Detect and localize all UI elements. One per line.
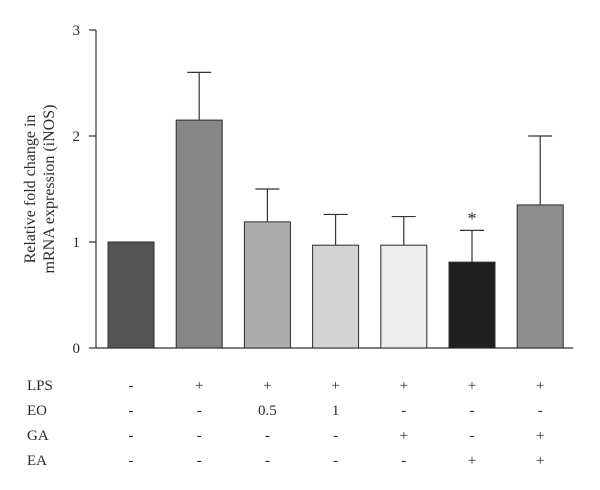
treatment-cell: - <box>197 403 202 419</box>
bar <box>107 241 155 349</box>
y-axis-title: Relative fold change in mRNA expression (… <box>22 105 58 274</box>
significance-marker: * <box>468 208 477 228</box>
y-axis-title-line: Relative fold change in <box>22 115 39 264</box>
treatment-cell: - <box>129 428 134 444</box>
treatment-row-label: LPS <box>27 378 53 394</box>
treatment-cell: + <box>400 428 408 444</box>
treatment-table: LPS - + + + + + + EO - - 0.5 1 - - - GA - - - - + - + EA - - - - - + + <box>27 378 544 469</box>
treatment-cell: - <box>333 428 338 444</box>
y-tick-label: 2 <box>73 129 81 145</box>
treatment-row-label: EA <box>27 453 47 469</box>
y-tick-label: 0 <box>73 341 81 357</box>
treatment-cell: - <box>538 403 543 419</box>
treatment-cell: 0.5 <box>258 403 277 419</box>
treatment-cell: - <box>470 428 475 444</box>
treatment-cell: + <box>468 453 476 469</box>
treatment-cell: - <box>470 403 475 419</box>
treatment-cell: + <box>331 378 339 394</box>
treatment-cell: + <box>536 428 544 444</box>
treatment-cell: + <box>468 378 476 394</box>
treatment-cell: - <box>129 453 134 469</box>
treatment-cell: + <box>400 378 408 394</box>
bar <box>175 119 223 349</box>
bar <box>448 261 496 349</box>
treatment-row-label: EO <box>27 403 47 419</box>
treatment-cell: + <box>536 378 544 394</box>
treatment-cell: - <box>333 453 338 469</box>
y-axis-title-line: mRNA expression (iNOS) <box>41 105 58 274</box>
bar <box>516 204 564 349</box>
annotations: * <box>468 208 477 228</box>
bars <box>107 119 564 349</box>
treatment-cell: - <box>401 453 406 469</box>
bar <box>243 221 291 349</box>
y-tick-label: 1 <box>73 235 81 251</box>
bar <box>312 244 360 349</box>
treatment-cell: + <box>195 378 203 394</box>
treatment-cell: - <box>197 428 202 444</box>
treatment-cell: - <box>129 378 134 394</box>
treatment-cell: - <box>265 453 270 469</box>
treatment-cell: - <box>197 453 202 469</box>
treatment-cell: - <box>401 403 406 419</box>
treatment-cell: + <box>263 378 271 394</box>
treatment-cell: + <box>536 453 544 469</box>
bar <box>380 244 428 349</box>
treatment-cell: - <box>129 403 134 419</box>
error-bars <box>187 71 553 263</box>
treatment-cell: 1 <box>332 403 340 419</box>
y-tick-label: 3 <box>73 23 81 39</box>
treatment-row-label: GA <box>27 428 49 444</box>
treatment-cell: - <box>265 428 270 444</box>
